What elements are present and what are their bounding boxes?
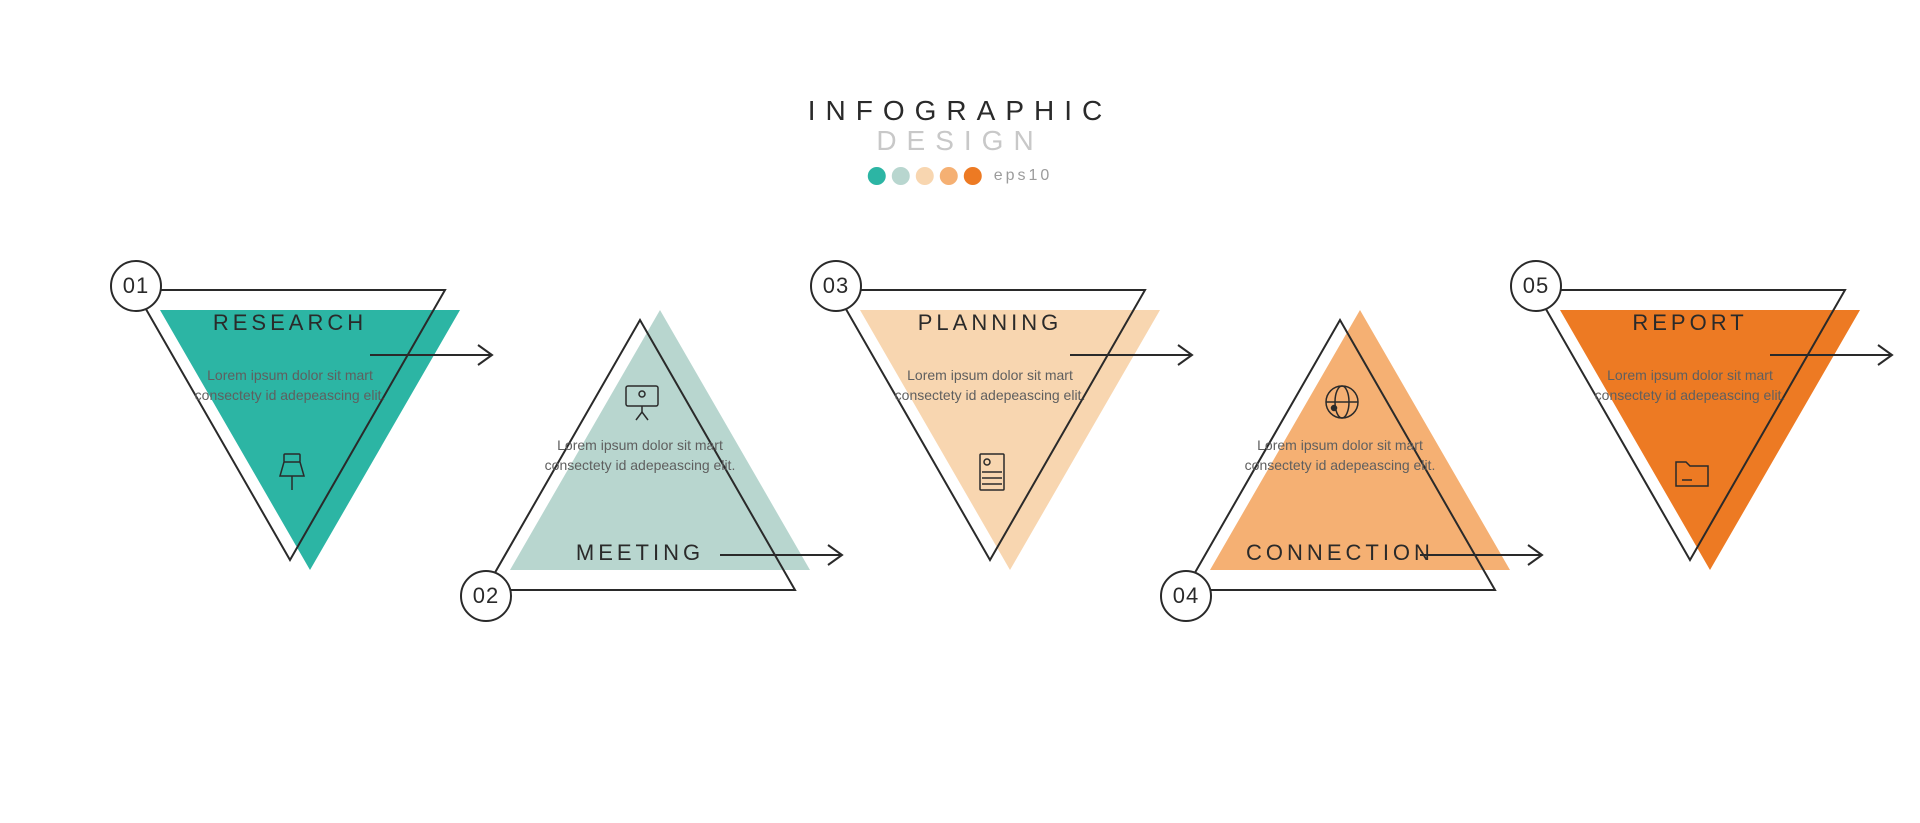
step-4-badge: 04	[1160, 570, 1212, 622]
step-2-body: Lorem ipsum dolor sit mart consectety id…	[540, 435, 740, 476]
swatch-row: eps10	[808, 167, 1112, 185]
eps-label: eps10	[994, 167, 1053, 185]
step-3-fill	[860, 310, 1160, 570]
presentation-icon	[620, 380, 664, 424]
step-4: 04 CONNECTION Lorem ipsum dolor sit mart…	[1180, 280, 1520, 620]
step-1: 01 RESEARCH Lorem ipsum dolor sit mart c…	[130, 280, 470, 620]
step-4-title: CONNECTION	[1210, 540, 1470, 566]
swatch-3	[916, 167, 934, 185]
step-1-title: RESEARCH	[160, 310, 420, 336]
step-1-badge: 01	[110, 260, 162, 312]
swatch-1	[868, 167, 886, 185]
step-3: 03 PLANNING Lorem ipsum dolor sit mart c…	[830, 280, 1170, 620]
header-subtitle: DESIGN	[808, 125, 1112, 157]
document-icon	[970, 450, 1014, 494]
swatch-4	[940, 167, 958, 185]
step-5-badge: 05	[1510, 260, 1562, 312]
step-5-title: REPORT	[1560, 310, 1820, 336]
step-5-body: Lorem ipsum dolor sit mart consectety id…	[1590, 365, 1790, 406]
step-1-body: Lorem ipsum dolor sit mart consectety id…	[190, 365, 390, 406]
pin-icon	[270, 450, 314, 494]
header: INFOGRAPHIC DESIGN eps10	[808, 95, 1112, 185]
step-4-body: Lorem ipsum dolor sit mart consectety id…	[1240, 435, 1440, 476]
step-2: 02 MEETING Lorem ipsum dolor sit mart co…	[480, 280, 820, 620]
step-5-fill	[1560, 310, 1860, 570]
swatch-2	[892, 167, 910, 185]
step-3-badge: 03	[810, 260, 862, 312]
step-5: 05 REPORT Lorem ipsum dolor sit mart con…	[1530, 280, 1870, 620]
step-2-title: MEETING	[510, 540, 770, 566]
header-title: INFOGRAPHIC	[808, 95, 1112, 127]
folder-icon	[1670, 450, 1714, 494]
step-3-body: Lorem ipsum dolor sit mart consectety id…	[890, 365, 1090, 406]
step-1-fill	[160, 310, 460, 570]
step-2-badge: 02	[460, 570, 512, 622]
infographic-stage: 01 RESEARCH Lorem ipsum dolor sit mart c…	[0, 260, 1920, 730]
step-3-title: PLANNING	[860, 310, 1120, 336]
globe-icon	[1320, 380, 1364, 424]
swatch-5	[964, 167, 982, 185]
